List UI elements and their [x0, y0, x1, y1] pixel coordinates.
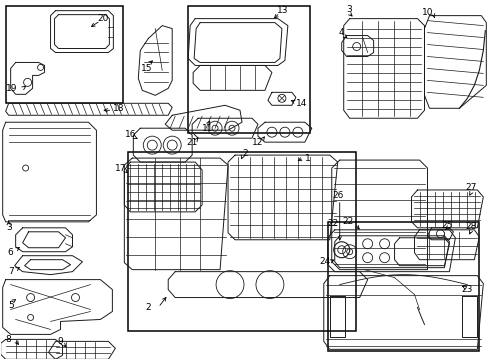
Text: 20: 20 [98, 14, 109, 23]
Text: 13: 13 [277, 6, 288, 15]
Text: 3: 3 [345, 5, 351, 14]
Text: 10: 10 [421, 8, 432, 17]
Text: 9: 9 [58, 337, 63, 346]
Text: 26: 26 [331, 192, 343, 201]
Text: 6: 6 [8, 248, 14, 257]
Text: 12: 12 [252, 138, 263, 147]
Text: 8: 8 [6, 335, 12, 344]
Text: 22: 22 [326, 219, 338, 228]
Bar [128, 152, 355, 332]
Text: 1: 1 [305, 154, 310, 163]
Text: 28: 28 [465, 222, 476, 231]
Text: 22: 22 [342, 217, 353, 226]
Text: 3: 3 [6, 223, 12, 232]
Text: 16: 16 [124, 130, 136, 139]
Bar [6, 6, 123, 103]
Text: 5: 5 [8, 301, 14, 310]
Text: 4: 4 [338, 28, 344, 37]
Text: 25: 25 [441, 221, 452, 230]
Text: 19: 19 [6, 84, 18, 93]
Text: 2: 2 [145, 303, 151, 312]
Text: 24: 24 [319, 257, 330, 266]
Text: 11: 11 [202, 124, 213, 133]
Text: 18: 18 [112, 104, 124, 113]
Text: 15: 15 [140, 64, 152, 73]
Text: 14: 14 [296, 99, 307, 108]
Bar [327, 222, 478, 351]
Text: 27: 27 [465, 184, 476, 193]
Text: 23: 23 [461, 285, 472, 294]
Text: 17: 17 [114, 163, 126, 172]
Bar [188, 6, 309, 133]
Text: 7: 7 [8, 267, 14, 276]
Text: 2: 2 [242, 149, 247, 158]
Text: 21: 21 [186, 138, 198, 147]
